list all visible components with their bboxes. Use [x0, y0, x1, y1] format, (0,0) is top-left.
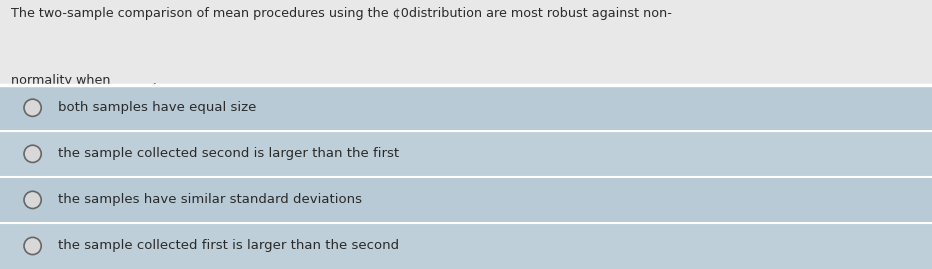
Ellipse shape: [24, 191, 41, 208]
Text: both samples have equal size: both samples have equal size: [58, 101, 256, 114]
Ellipse shape: [24, 237, 41, 254]
Ellipse shape: [24, 145, 41, 162]
FancyBboxPatch shape: [0, 0, 932, 85]
FancyBboxPatch shape: [0, 177, 932, 223]
Text: normality when    .: normality when .: [11, 74, 158, 87]
FancyBboxPatch shape: [0, 131, 932, 177]
FancyBboxPatch shape: [0, 223, 932, 269]
Text: The two-sample comparison of mean procedures using the ¢0distribution are most r: The two-sample comparison of mean proced…: [11, 7, 672, 20]
Text: the sample collected first is larger than the second: the sample collected first is larger tha…: [58, 239, 399, 253]
Ellipse shape: [24, 99, 41, 116]
Text: the sample collected second is larger than the first: the sample collected second is larger th…: [58, 147, 399, 160]
FancyBboxPatch shape: [0, 85, 932, 131]
Text: the samples have similar standard deviations: the samples have similar standard deviat…: [58, 193, 362, 206]
